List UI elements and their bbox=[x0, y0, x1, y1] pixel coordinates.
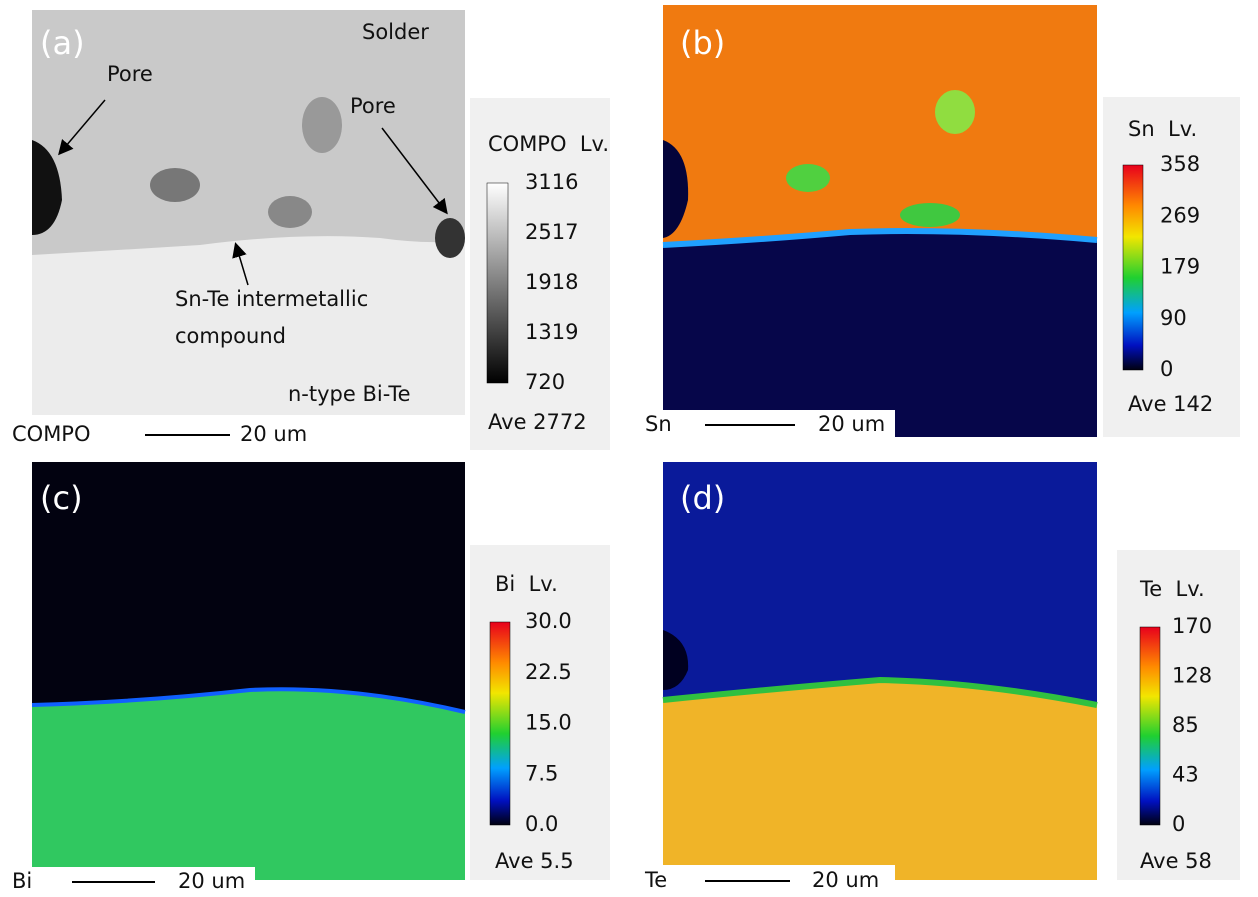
average-label: Ave 142 bbox=[1128, 392, 1213, 416]
average-label: Ave 5.5 bbox=[495, 849, 574, 873]
colorbar-tick-label: 128 bbox=[1172, 664, 1212, 688]
colorbar-tick-label: 85 bbox=[1172, 713, 1199, 737]
panel-label: (c) bbox=[40, 479, 83, 517]
colorbar-tick-label: 3116 bbox=[525, 170, 578, 194]
colorbar-tick-label: 7.5 bbox=[525, 761, 558, 785]
colorbar bbox=[1123, 165, 1143, 370]
panel-label: (b) bbox=[680, 24, 725, 62]
average-label: Ave 58 bbox=[1140, 849, 1212, 873]
colorbar-tick-label: 15.0 bbox=[525, 711, 572, 735]
legend-title: COMPO Lv. bbox=[488, 132, 609, 156]
annotation: compound bbox=[175, 324, 286, 348]
colorbar-tick-label: 269 bbox=[1160, 203, 1200, 227]
annotation: Pore bbox=[350, 94, 396, 118]
colorbar-tick-label: 0.0 bbox=[525, 812, 558, 836]
colorbar bbox=[487, 183, 508, 383]
colorbar-tick-label: 2517 bbox=[525, 220, 578, 244]
annotation: Pore bbox=[107, 62, 153, 86]
scale-label: 20 um bbox=[240, 422, 307, 446]
panel-label: (a) bbox=[40, 24, 85, 62]
colorbar-tick-label: 43 bbox=[1172, 763, 1199, 787]
map-label: Sn bbox=[645, 412, 672, 436]
scale-label: 20 um bbox=[812, 868, 879, 892]
colorbar-tick-label: 179 bbox=[1160, 255, 1200, 279]
colorbar bbox=[1140, 627, 1160, 825]
colorbar-tick-label: 358 bbox=[1160, 152, 1200, 176]
legend-title: Te Lv. bbox=[1139, 577, 1205, 601]
annotation: n-type Bi-Te bbox=[288, 382, 411, 406]
map-label: COMPO bbox=[12, 422, 91, 446]
legend-title: Bi Lv. bbox=[495, 572, 558, 596]
figure: Solder Pore Pore Sn-Te intermetallic com… bbox=[0, 0, 1258, 897]
map-d bbox=[663, 462, 1097, 880]
colorbar-tick-label: 30.0 bbox=[525, 609, 572, 633]
colorbar-tick-label: 170 bbox=[1172, 614, 1212, 638]
colorbar-tick-label: 0 bbox=[1172, 812, 1185, 836]
map-label: Bi bbox=[12, 869, 32, 893]
colorbar-tick-label: 0 bbox=[1160, 357, 1173, 381]
map-a bbox=[32, 10, 465, 415]
colorbar bbox=[490, 622, 510, 825]
annotation: Solder bbox=[362, 20, 429, 44]
map-c bbox=[32, 462, 465, 880]
map-b bbox=[663, 5, 1097, 437]
colorbar-tick-label: 720 bbox=[525, 370, 565, 394]
legend-title: Sn Lv. bbox=[1128, 117, 1197, 141]
annotation: Sn-Te intermetallic bbox=[175, 287, 368, 311]
average-label: Ave 2772 bbox=[488, 410, 587, 434]
colorbar-tick-label: 90 bbox=[1160, 306, 1187, 330]
scale-label: 20 um bbox=[818, 412, 885, 436]
colorbar-tick-label: 1918 bbox=[525, 270, 578, 294]
colorbar-tick-label: 22.5 bbox=[525, 660, 572, 684]
map-label: Te bbox=[644, 868, 667, 892]
scale-label: 20 um bbox=[178, 869, 245, 893]
colorbar-tick-label: 1319 bbox=[525, 320, 578, 344]
panel-label: (d) bbox=[680, 479, 725, 517]
